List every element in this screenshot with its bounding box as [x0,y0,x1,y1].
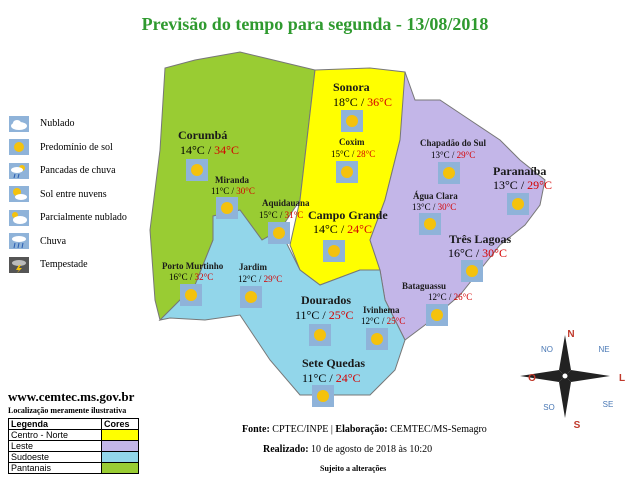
legend-item-chuva: Chuva [8,230,127,254]
legend-label: Pancadas de chuva [40,165,116,177]
legend-label: Tempestade [40,259,88,271]
city-chapadao-temp: 13°C / 29°C [431,150,476,160]
sun-icon [507,193,529,215]
showers-icon [9,162,29,179]
legend-header-cores: Cores [101,418,139,430]
legend-item-sol: Predomínio de sol [8,136,127,160]
cloudy-icon [9,115,29,132]
compass-ne: NE [598,345,609,354]
sun-icon [216,197,238,219]
sun-icon [366,328,388,350]
city-miranda-temp: 11°C / 30°C [211,186,255,196]
website-link[interactable]: www.cemtec.ms.gov.br [8,389,135,404]
city-corumba-name: Corumbá [178,128,228,142]
sun-icon [341,110,363,132]
swatch-sudoeste [101,451,139,463]
legend-label: Parcialmente nublado [40,212,127,224]
city-portomurtinho-name: Porto Murtinho [162,261,224,271]
partly-cloudy-icon [9,209,29,226]
compass-n: N [567,329,574,340]
legend-label: Nublado [40,118,75,130]
sun-icon [426,304,448,326]
compass-s: S [574,420,581,431]
legend-label: Chuva [40,235,67,247]
sun-icon [186,159,208,181]
city-treslagoas-temp: 16°C / 30°C [448,246,507,260]
sun-icon [419,213,441,235]
city-ivinhema-temp: 12°C / 25°C [361,316,406,326]
region-legend-table: Legenda Cores Centro - Norte Leste Sudoe… [8,418,139,474]
sun-icon [180,284,202,306]
city-coxim-temp: 15°C / 28°C [331,149,376,159]
city-corumba-temp: 14°C / 34°C [180,143,239,157]
sun-icon [312,385,334,407]
city-sonora-name: Sonora [333,80,370,94]
city-coxim-name: Coxim [339,137,365,147]
table-row: Centro - Norte [8,429,139,441]
subject-note: Sujeito a alterações [320,464,387,473]
legend-item-parcial: Parcialmente nublado [8,206,127,230]
city-bataguassu-name: Bataguassu [402,281,447,291]
city-campogrande-temp: 14°C / 24°C [313,222,372,236]
city-chapadao-name: Chapadão do Sul [420,138,487,148]
city-aquidauana-name: Aquidauana [262,198,310,208]
compass-o: O [528,373,536,384]
legend-item-sol-nuvens: Sol entre nuvens [8,183,127,207]
city-campogrande-name: Campo Grande [308,208,388,222]
sun-icon [240,286,262,308]
region-leste[interactable] [369,71,546,341]
city-aquidauana-temp: 15°C / 31°C [259,210,304,220]
city-aguaclara-name: Água Clara [413,191,458,201]
sun-icon [336,161,358,183]
swatch-centro-norte [101,429,139,441]
illustrative-note: Localização meramente ilustrativa [8,406,127,415]
compass-l: L [619,373,625,384]
city-bataguassu-temp: 12°C / 26°C [428,292,473,302]
city-sonora-temp: 18°C / 36°C [333,95,392,109]
city-setequedas-name: Sete Quedas [302,356,365,370]
compass-se: SE [603,400,614,409]
sun-icon [268,222,290,244]
city-dourados-name: Dourados [301,293,352,307]
compass-no: NO [541,345,553,354]
table-row: Leste [8,440,139,452]
icon-legend: Nublado Predomínio de sol Pancadas de ch… [8,112,127,277]
compass-rose [520,335,610,418]
legend-header-legenda: Legenda [8,418,102,430]
sun-icon [438,162,460,184]
sun-clouds-icon [9,186,29,203]
city-portomurtinho-temp: 16°C / 32°C [169,272,214,282]
legend-label: Sol entre nuvens [40,188,107,200]
region-sudoeste[interactable] [158,209,406,396]
legend-item-nublado: Nublado [8,112,127,136]
city-paranaiba-temp: 13°C / 29°C [493,178,552,192]
city-ivinhema-name: Ivinhema [363,305,400,315]
swatch-leste [101,440,139,452]
city-aguaclara-temp: 13°C / 30°C [412,202,457,212]
sun-icon [309,324,331,346]
city-miranda-name: Miranda [215,175,250,185]
table-row: Sudoeste [8,451,139,463]
sun-icon [461,260,483,282]
city-dourados-temp: 11°C / 25°C [295,308,354,322]
city-setequedas-temp: 11°C / 24°C [302,371,361,385]
sun-icon [9,139,29,156]
page-title: Previsão do tempo para segunda - 13/08/2… [141,14,489,34]
city-jardim-temp: 12°C / 29°C [238,274,283,284]
storm-icon [9,256,29,273]
city-treslagoas-name: Três Lagoas [449,232,512,246]
source-line: Fonte: CPTEC/INPE | Elaboração: CEMTEC/M… [242,424,487,435]
sun-icon [323,240,345,262]
compass-so: SO [543,403,555,412]
city-paranaiba-name: Paranaíba [493,164,547,178]
city-jardim-name: Jardim [239,262,267,272]
legend-item-tempestade: Tempestade [8,253,127,277]
legend-item-pancadas: Pancadas de chuva [8,159,127,183]
swatch-pantanais [101,462,139,474]
legend-label: Predomínio de sol [40,141,113,153]
rain-icon [9,233,29,250]
made-line: Realizado: 10 de agosto de 2018 às 10:20 [263,444,433,455]
table-row: Pantanais [8,462,139,474]
